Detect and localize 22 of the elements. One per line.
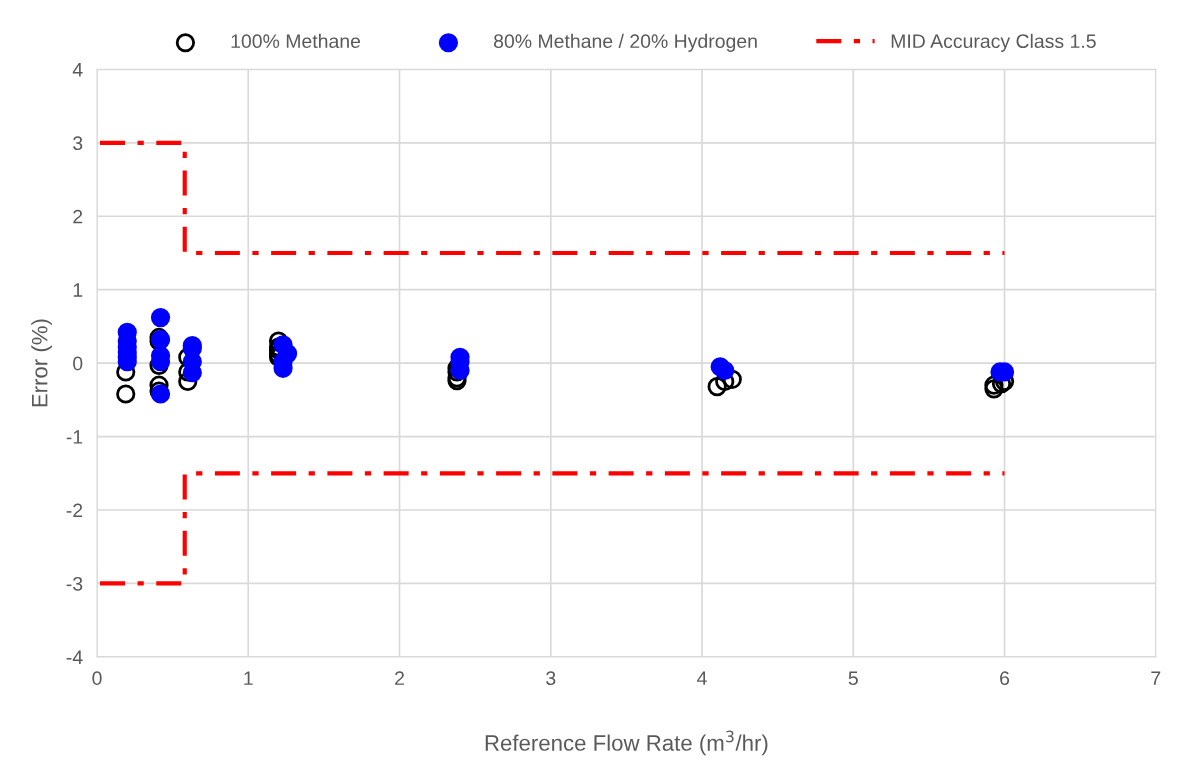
x-tick-label: 0 xyxy=(92,671,102,686)
y-tick-label: -4 xyxy=(66,650,83,664)
y-tick-label: 3 xyxy=(73,136,83,151)
x-tick-label: 3 xyxy=(546,671,556,686)
y-tick-label: 0 xyxy=(73,356,83,371)
y-tick-label: 2 xyxy=(73,209,83,224)
x-tick-label: 1 xyxy=(244,671,253,685)
y-tick-label: 1 xyxy=(73,283,83,297)
x-tick-label: 4 xyxy=(697,671,707,685)
legend-label: 100% Methane xyxy=(231,33,361,49)
x-tick-label: 2 xyxy=(395,671,404,685)
y-tick-label: -3 xyxy=(66,576,83,591)
x-axis-title: Reference Flow Rate (m$^{3}$/hr) xyxy=(485,730,768,756)
y-tick-label: 4 xyxy=(72,63,83,77)
y-tick-label: -2 xyxy=(66,503,83,518)
x-tick-label: 6 xyxy=(1000,671,1010,686)
x-tick-label: 7 xyxy=(1151,671,1161,685)
y-tick-label: -1 xyxy=(66,430,83,444)
legend-label: 80% Methane / 20% Hydrogen xyxy=(493,33,757,52)
legend-label: MID Accuracy Class 1.5 xyxy=(891,33,1096,52)
x-tick-label: 5 xyxy=(848,671,858,686)
y-axis-title: Error (%) xyxy=(31,319,52,407)
